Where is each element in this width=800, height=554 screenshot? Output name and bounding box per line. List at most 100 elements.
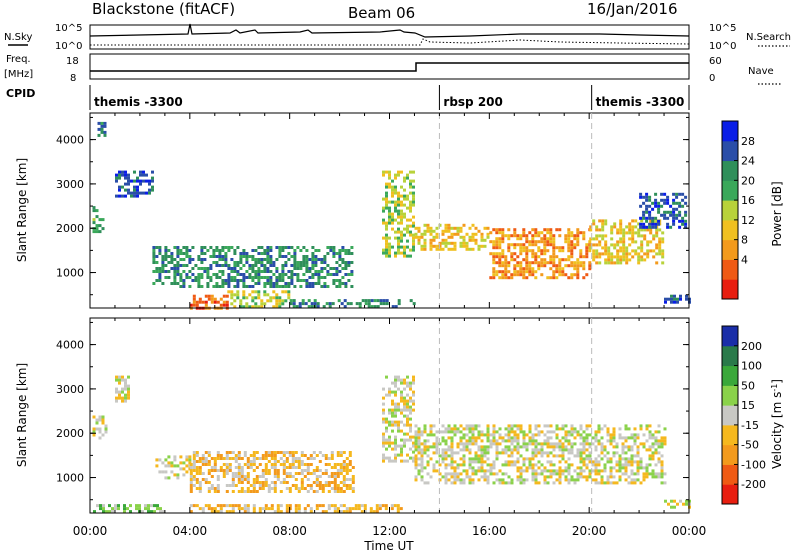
data-cell bbox=[570, 231, 574, 235]
data-cell bbox=[127, 179, 130, 183]
data-cell bbox=[315, 507, 319, 511]
data-cell bbox=[516, 442, 520, 446]
data-cell bbox=[432, 229, 436, 233]
data-cell bbox=[648, 463, 652, 467]
data-cell bbox=[173, 264, 177, 267]
data-cell bbox=[582, 439, 586, 443]
data-cell bbox=[549, 475, 553, 479]
data-cell bbox=[230, 246, 234, 249]
data-cell bbox=[528, 273, 532, 277]
data-cell bbox=[324, 454, 328, 457]
data-cell bbox=[516, 466, 520, 470]
data-cell bbox=[567, 433, 571, 437]
data-cell bbox=[252, 451, 256, 454]
data-cell bbox=[543, 261, 547, 265]
data-cell bbox=[594, 433, 598, 437]
data-cell bbox=[210, 297, 214, 301]
data-cell bbox=[592, 255, 596, 259]
data-cell bbox=[303, 487, 307, 490]
colorbar-swatch bbox=[722, 140, 738, 162]
data-cell bbox=[403, 203, 406, 207]
data-cell bbox=[303, 475, 307, 478]
data-cell bbox=[400, 218, 403, 222]
data-cell bbox=[403, 405, 406, 409]
data-cell bbox=[501, 472, 505, 476]
data-cell bbox=[170, 470, 174, 474]
nsky-tick-top: 10^5 bbox=[55, 23, 82, 34]
data-cell bbox=[282, 466, 286, 469]
data-cell bbox=[642, 195, 646, 199]
data-cell bbox=[248, 285, 252, 288]
data-cell bbox=[303, 507, 307, 511]
data-cell bbox=[294, 510, 298, 514]
data-cell bbox=[666, 222, 670, 226]
data-cell bbox=[579, 448, 583, 452]
data-cell bbox=[155, 464, 159, 468]
data-cell bbox=[189, 303, 193, 307]
data-cell bbox=[403, 387, 406, 391]
data-cell bbox=[673, 505, 676, 509]
data-cell bbox=[453, 481, 457, 485]
data-cell bbox=[555, 472, 559, 476]
data-cell bbox=[314, 258, 318, 261]
data-cell bbox=[576, 243, 580, 247]
data-cell bbox=[642, 475, 646, 479]
data-cell bbox=[382, 302, 386, 306]
data-cell bbox=[336, 507, 340, 511]
data-cell bbox=[498, 469, 502, 473]
data-cell bbox=[305, 249, 309, 252]
data-cell bbox=[456, 442, 460, 446]
data-cell bbox=[294, 451, 298, 454]
data-cell bbox=[543, 228, 547, 232]
data-cell bbox=[403, 396, 406, 400]
data-cell bbox=[200, 285, 204, 288]
data-cell bbox=[631, 255, 635, 259]
data-cell bbox=[179, 461, 183, 465]
data-cell bbox=[486, 439, 490, 443]
data-cell bbox=[294, 478, 298, 481]
data-cell bbox=[400, 450, 403, 454]
data-cell bbox=[561, 469, 565, 473]
data-cell bbox=[216, 451, 220, 454]
data-cell bbox=[558, 442, 562, 446]
data-cell bbox=[654, 439, 658, 443]
data-cell bbox=[254, 273, 258, 276]
data-cell bbox=[636, 466, 640, 470]
data-cell bbox=[282, 460, 286, 463]
data-cell bbox=[420, 463, 424, 467]
data-cell bbox=[133, 188, 136, 192]
data-cell bbox=[654, 430, 658, 434]
data-cell bbox=[601, 225, 605, 229]
data-cell bbox=[646, 243, 650, 247]
data-cell bbox=[595, 237, 599, 241]
data-cell bbox=[507, 270, 511, 274]
data-cell bbox=[645, 466, 649, 470]
data-cell bbox=[474, 226, 478, 230]
data-cell bbox=[634, 249, 638, 253]
data-cell bbox=[330, 487, 334, 490]
data-cell bbox=[438, 478, 442, 482]
data-cell bbox=[429, 430, 433, 434]
data-cell bbox=[645, 448, 649, 452]
y-tick-label: 2000 bbox=[56, 427, 84, 440]
data-cell bbox=[303, 463, 307, 466]
data-cell bbox=[480, 451, 484, 455]
power-heatmap bbox=[92, 121, 691, 310]
data-cell bbox=[501, 234, 505, 238]
data-cell bbox=[239, 267, 243, 270]
nsky-series bbox=[89, 23, 690, 38]
data-cell bbox=[326, 252, 330, 255]
data-cell bbox=[332, 279, 336, 282]
data-cell bbox=[210, 300, 214, 304]
data-cell bbox=[676, 502, 679, 506]
data-cell bbox=[251, 264, 255, 267]
data-cell bbox=[218, 264, 222, 267]
data-cell bbox=[270, 507, 274, 511]
data-cell bbox=[275, 299, 279, 303]
data-cell bbox=[597, 427, 601, 431]
data-cell bbox=[603, 454, 607, 458]
data-cell bbox=[423, 232, 427, 236]
data-cell bbox=[311, 285, 315, 288]
data-cell bbox=[222, 457, 226, 460]
data-cell bbox=[531, 463, 535, 467]
